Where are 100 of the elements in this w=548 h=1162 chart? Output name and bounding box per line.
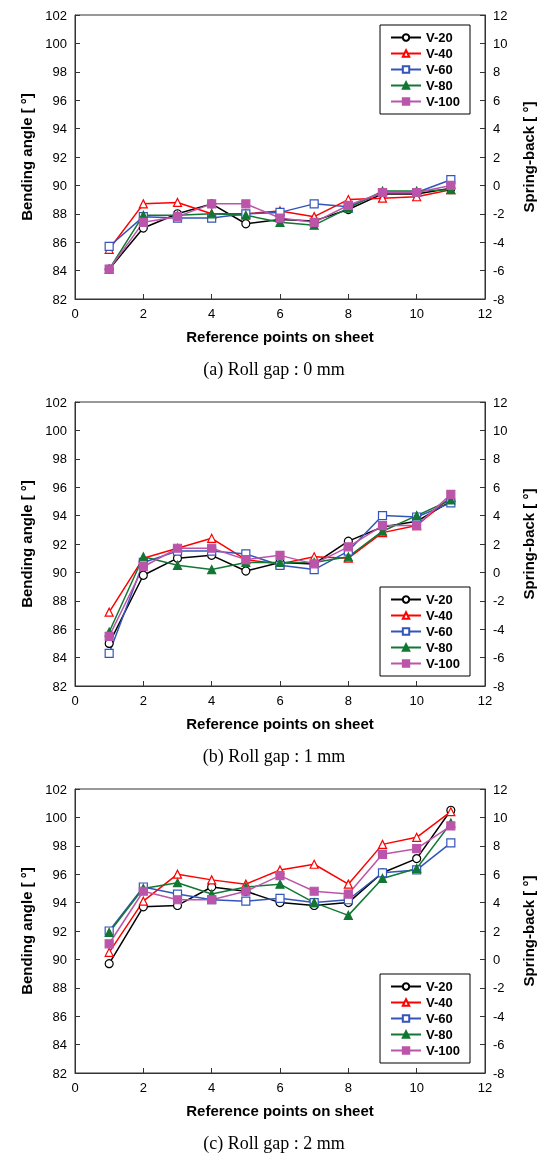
x-tick-label: 0 [71, 1080, 79, 1095]
y-axis-title: Bending angle [ °] [18, 480, 36, 608]
x-tick-label: 6 [276, 1080, 284, 1095]
y-tick-label: 82 [52, 291, 67, 307]
y2-tick-label: 12 [493, 7, 508, 23]
y2-tick-label: 4 [493, 121, 501, 137]
y2-tick-label: 12 [493, 781, 508, 797]
y-tick-label: 98 [52, 838, 67, 854]
y-tick-label: 88 [52, 980, 67, 996]
x-axis-title: Reference points on sheet [186, 328, 374, 345]
y2-tick-label: 8 [493, 838, 501, 854]
legend-label: V-60 [426, 62, 453, 77]
y-tick-label: 88 [52, 206, 67, 222]
legend-label: V-80 [426, 640, 453, 655]
x-axis-title: Reference points on sheet [186, 715, 374, 732]
x-tick-label: 10 [409, 693, 424, 708]
x-tick-label: 6 [276, 306, 284, 321]
y2-axis-title: Spring-back [ °] [520, 875, 537, 987]
y-tick-label: 84 [52, 1037, 67, 1053]
y-tick-label: 94 [52, 895, 67, 911]
legend-label: V-20 [426, 592, 453, 607]
y-tick-label: 94 [52, 508, 67, 524]
y2-tick-label: -8 [493, 291, 505, 307]
y-tick-label: 84 [52, 263, 67, 279]
y2-tick-label: 6 [493, 479, 501, 495]
y-tick-label: 92 [52, 149, 67, 165]
y-tick-label: 90 [52, 177, 67, 193]
y2-tick-label: -6 [493, 1037, 505, 1053]
y-tick-label: 102 [45, 394, 67, 410]
y-tick-label: 90 [52, 564, 67, 580]
y2-tick-label: 2 [493, 923, 501, 939]
y-tick-label: 82 [52, 678, 67, 694]
y2-tick-label: -6 [493, 650, 505, 666]
y-tick-label: 98 [52, 64, 67, 80]
x-tick-label: 2 [139, 693, 147, 708]
y2-tick-label: -2 [493, 593, 505, 609]
y-tick-label: 98 [52, 451, 67, 467]
y2-tick-label: 4 [493, 508, 501, 524]
legend-label: V-60 [426, 1011, 453, 1026]
y-axis-title: Bending angle [ °] [18, 867, 36, 995]
y2-tick-label: -4 [493, 1008, 505, 1024]
y2-tick-label: -4 [493, 234, 505, 250]
x-tick-label: 6 [276, 693, 284, 708]
x-tick-label: 0 [71, 306, 79, 321]
y2-tick-label: 0 [493, 951, 501, 967]
x-axis-title: Reference points on sheet [186, 1102, 374, 1119]
legend-label: V-100 [426, 94, 461, 109]
y2-tick-label: 10 [493, 422, 508, 438]
y-tick-label: 88 [52, 593, 67, 609]
y2-tick-label: 6 [493, 92, 501, 108]
legend-label: V-20 [426, 979, 453, 994]
legend-label: V-100 [426, 656, 461, 671]
x-tick-label: 4 [208, 693, 216, 708]
y-tick-label: 94 [52, 121, 67, 137]
y-tick-label: 100 [45, 35, 67, 51]
y2-tick-label: 10 [493, 809, 508, 825]
y-tick-label: 96 [52, 866, 67, 882]
y2-tick-label: -8 [493, 678, 505, 694]
x-tick-label: 0 [71, 693, 79, 708]
y2-tick-label: 10 [493, 35, 508, 51]
y-tick-label: 86 [52, 1008, 67, 1024]
y-tick-label: 90 [52, 951, 67, 967]
y-tick-label: 92 [52, 923, 67, 939]
x-tick-label: 12 [477, 1080, 493, 1095]
legend-label: V-20 [426, 30, 453, 45]
y2-axis-title: Spring-back [ °] [520, 101, 537, 213]
y-axis-title: Bending angle [ °] [18, 93, 36, 221]
legend-label: V-40 [426, 46, 453, 61]
x-tick-label: 10 [409, 306, 424, 321]
legend-label: V-80 [426, 78, 453, 93]
legend-label: V-40 [426, 995, 453, 1010]
y2-tick-label: -4 [493, 621, 505, 637]
x-tick-label: 8 [344, 1080, 352, 1095]
y2-tick-label: 4 [493, 895, 501, 911]
y-tick-label: 100 [45, 422, 67, 438]
x-tick-label: 12 [477, 306, 493, 321]
y2-tick-label: -6 [493, 263, 505, 279]
y2-tick-label: -8 [493, 1065, 505, 1081]
y-tick-label: 86 [52, 234, 67, 250]
legend-label: V-100 [426, 1043, 461, 1058]
y2-tick-label: 0 [493, 564, 501, 580]
y-tick-label: 102 [45, 7, 67, 23]
y2-tick-label: 2 [493, 536, 501, 552]
y2-tick-label: -2 [493, 206, 505, 222]
y2-tick-label: 8 [493, 64, 501, 80]
text: (b) Roll gap : 1 mm [201, 745, 347, 768]
y-tick-label: 100 [45, 809, 67, 825]
legend-label: V-80 [426, 1027, 453, 1042]
x-tick-label: 2 [139, 306, 147, 321]
y2-tick-label: 8 [493, 451, 501, 467]
x-tick-label: 4 [208, 1080, 216, 1095]
legend-label: V-40 [426, 608, 453, 623]
text: (c) Roll gap : 2 mm [202, 1132, 346, 1155]
y2-tick-label: 12 [493, 394, 508, 410]
x-tick-label: 4 [208, 306, 216, 321]
y2-tick-label: 0 [493, 177, 501, 193]
y2-tick-label: 6 [493, 866, 501, 882]
x-tick-label: 12 [477, 693, 493, 708]
y-tick-label: 96 [52, 479, 67, 495]
y-tick-label: 92 [52, 536, 67, 552]
